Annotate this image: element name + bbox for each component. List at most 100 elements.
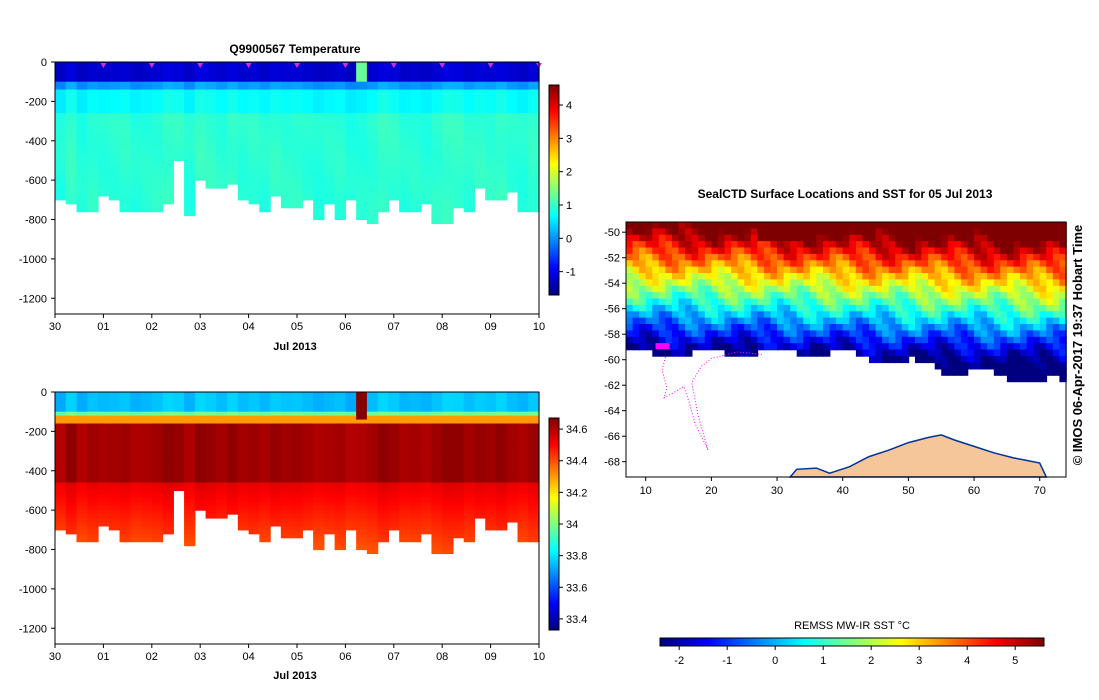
data-cell: [270, 101, 282, 106]
data-cell: [399, 199, 411, 205]
sst-cell: [717, 304, 726, 313]
lat-tick-label: -62: [604, 380, 620, 392]
data-cell: [313, 462, 325, 468]
sst-cell: [816, 247, 824, 255]
data-cell: [463, 77, 476, 83]
data-cell: [485, 458, 497, 464]
data-cell: [162, 395, 174, 401]
data-cell: [452, 73, 465, 79]
data-cell: [442, 168, 454, 173]
data-cell: [119, 470, 131, 476]
data-cell: [98, 510, 110, 515]
data-cell: [442, 156, 454, 162]
data-cell: [399, 455, 411, 460]
data-cell: [280, 148, 293, 154]
data-cell: [366, 518, 379, 523]
data-cell: [409, 537, 422, 543]
data-cell: [141, 455, 153, 460]
data-cell: [280, 89, 293, 95]
data-cell: [205, 184, 217, 189]
data-cell: [65, 65, 78, 71]
data-cell: [259, 403, 271, 409]
data-cell: [313, 203, 325, 209]
data-cell: [55, 451, 67, 456]
data-cell: [528, 482, 540, 488]
data-cell: [227, 152, 239, 158]
data-cell: [517, 403, 529, 409]
sst-cell: [980, 285, 988, 293]
sst-cell: [1020, 228, 1028, 236]
data-cell: [431, 191, 443, 197]
sst-cell: [823, 311, 831, 319]
data-cell: [248, 435, 260, 440]
sst-cell: [757, 228, 765, 236]
sst-cell: [698, 336, 706, 344]
sst-cell: [1039, 234, 1048, 242]
data-cell: [313, 490, 325, 495]
data-cell: [151, 85, 164, 91]
data-cell: [259, 490, 271, 495]
data-cell: [65, 184, 78, 189]
sst-cell: [645, 298, 654, 306]
sst-cell: [1000, 336, 1008, 344]
sst-cell: [921, 298, 929, 306]
data-cell: [76, 529, 88, 535]
sst-cell: [626, 247, 634, 255]
data-cell: [377, 462, 390, 468]
data-cell: [474, 81, 486, 87]
data-cell: [323, 518, 336, 523]
data-cell: [506, 77, 519, 83]
data-cell: [291, 65, 303, 71]
data-cell: [184, 494, 196, 499]
data-cell: [194, 160, 207, 165]
data-cell: [420, 89, 433, 95]
sst-cell: [783, 241, 791, 249]
sst-cell: [1000, 355, 1008, 364]
sst-cell: [842, 241, 851, 249]
sst-cell: [967, 266, 975, 274]
data-cell: [388, 148, 400, 154]
data-cell: [173, 482, 185, 488]
data-cell: [216, 510, 228, 515]
data-cell: [98, 423, 110, 429]
data-cell: [227, 447, 239, 452]
data-cell: [151, 518, 164, 523]
sst-cell: [934, 247, 943, 255]
data-cell: [323, 458, 336, 464]
data-cell: [495, 490, 508, 495]
sst-cell: [1000, 362, 1008, 370]
data-cell: [506, 502, 519, 507]
data-cell: [205, 474, 217, 480]
data-cell: [517, 443, 529, 448]
data-cell: [227, 506, 239, 511]
data-cell: [377, 478, 390, 484]
data-cell: [130, 502, 142, 507]
data-cell: [528, 427, 540, 432]
data-cell: [313, 423, 325, 429]
data-cell: [485, 411, 497, 417]
sst-cell: [1046, 273, 1054, 281]
data-cell: [517, 395, 529, 401]
data-cell: [323, 455, 336, 460]
data-cell: [517, 431, 529, 436]
data-cell: [388, 125, 400, 130]
data-cell: [528, 148, 540, 154]
data-cell: [130, 451, 142, 456]
data-cell: [528, 144, 540, 150]
sst-cell: [987, 343, 995, 351]
data-cell: [485, 502, 497, 507]
data-cell: [162, 478, 174, 484]
sst-cell: [685, 273, 693, 281]
data-cell: [334, 466, 346, 472]
data-cell: [334, 132, 346, 138]
data-cell: [216, 136, 228, 142]
data-cell: [517, 207, 529, 213]
data-cell: [323, 136, 336, 142]
sst-cell: [803, 349, 811, 357]
data-cell: [399, 529, 411, 535]
data-cell: [334, 215, 346, 221]
data-cell: [119, 121, 131, 126]
data-cell: [280, 160, 293, 165]
data-cell: [313, 89, 325, 95]
data-cell: [151, 478, 164, 484]
